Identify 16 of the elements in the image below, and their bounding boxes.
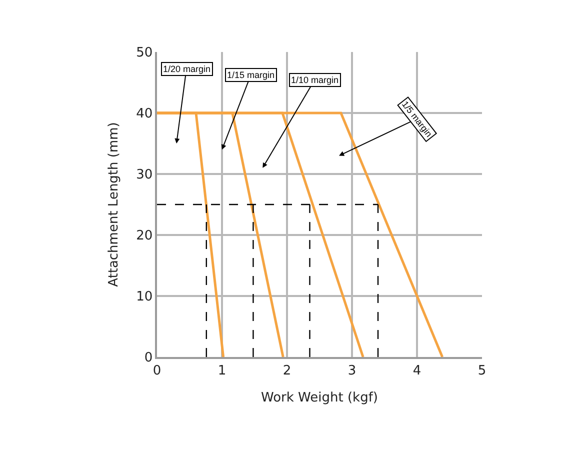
x-tick-label: 2 [282,363,292,378]
y-tick-label: 20 [136,228,153,244]
y-tick-label: 0 [144,350,153,366]
x-tick-label: 5 [478,363,486,378]
x-axis-title: Work Weight (kgf) [261,390,378,406]
y-axis-title: Attachment Length (mm) [106,122,122,287]
annotation: 1/10 margin [291,75,339,85]
annotation: 1/20 margin [163,64,211,74]
y-tick-label: 10 [136,290,153,305]
x-tick-label: 3 [348,363,356,378]
annotation: 1/15 margin [227,70,275,80]
y-tick-label: 30 [136,168,153,183]
x-tick-label: 4 [412,363,422,378]
x-tick-label: 1 [218,363,226,378]
y-tick-label: 40 [136,106,153,122]
y-tick-label: 50 [136,46,153,61]
